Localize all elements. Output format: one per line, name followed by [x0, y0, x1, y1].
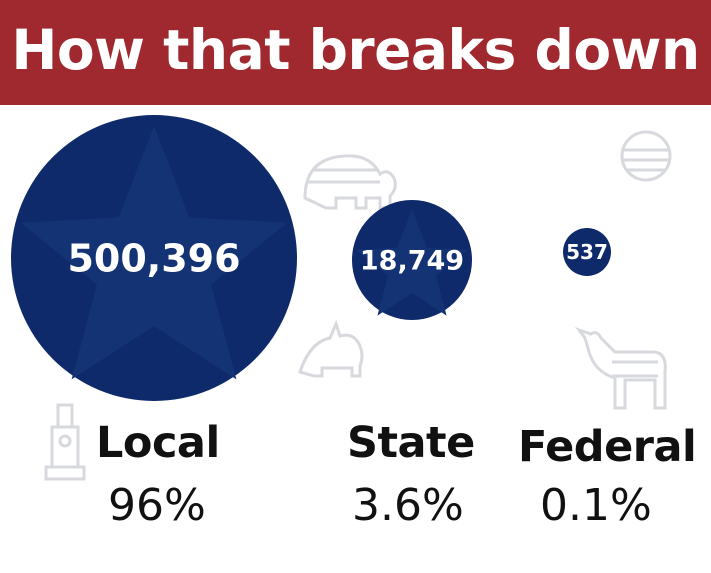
percent-label-state: 3.6%	[352, 480, 464, 531]
star-icon	[20, 125, 288, 380]
donkey-icon	[574, 327, 667, 410]
bubble-value-label: 500,396	[67, 237, 240, 281]
bubble-federal	[563, 228, 611, 276]
category-label-federal: Federal	[518, 422, 697, 472]
flag-circle-icon	[620, 130, 672, 182]
bubble-value-label: 537	[566, 240, 608, 264]
percent-label-local: 96%	[108, 480, 206, 531]
page-title: How that breaks down	[11, 18, 700, 82]
percent-label-federal: 0.1%	[540, 480, 652, 531]
category-label-state: State	[347, 418, 475, 468]
monument-icon	[44, 403, 86, 481]
star-icon	[356, 209, 468, 316]
bubble-value-label: 18,749	[360, 246, 464, 277]
category-label-local: Local	[96, 418, 220, 468]
donkey-icon	[298, 319, 364, 378]
elephant-icon	[303, 154, 397, 210]
header-banner: How that breaks down	[0, 0, 711, 105]
